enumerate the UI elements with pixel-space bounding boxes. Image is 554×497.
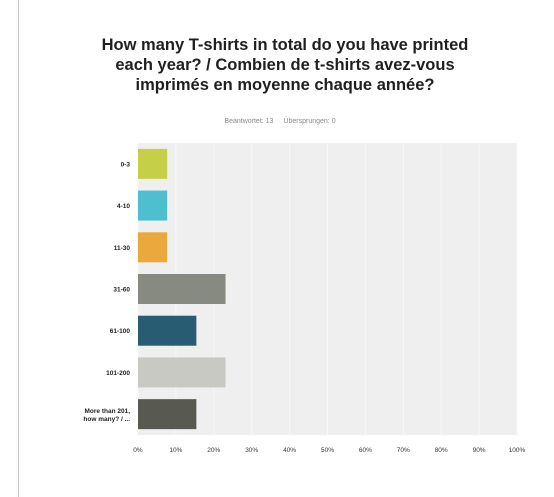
x-tick-label: 50% [321, 447, 334, 454]
category-label: 31-60 [113, 287, 130, 294]
x-tick-label: 20% [207, 447, 220, 454]
category-label: More than 201, how many? / ... [83, 408, 130, 423]
x-tick-label: 80% [435, 447, 448, 454]
category-label: 11-30 [114, 245, 131, 252]
answered-count: Beantwortet: 13 [224, 118, 274, 125]
x-tick-label: 0% [133, 447, 143, 454]
category-label: 101-200 [106, 370, 130, 377]
x-tick-label: 70% [397, 447, 410, 454]
frame-border [18, 0, 19, 497]
x-tick-label: 60% [359, 447, 372, 454]
chart-title: How many T-shirts in total do you have p… [101, 36, 469, 94]
bar [138, 232, 168, 263]
category-label: 61-100 [110, 328, 131, 335]
x-tick-label: 90% [473, 447, 486, 454]
response-meta: Beantwortet: 13 Übersprungen: 0 [190, 118, 370, 125]
x-tick-label: 100% [509, 447, 526, 454]
x-tick-label: 10% [169, 447, 182, 454]
skipped-count: Übersprungen: 0 [283, 118, 336, 125]
x-tick-label: 30% [245, 447, 258, 454]
bar [138, 190, 168, 221]
x-tick-label: 40% [283, 447, 296, 454]
category-label: 4-10 [117, 203, 130, 210]
category-label: 0-3 [121, 161, 131, 168]
bar [138, 274, 226, 304]
bar [138, 148, 168, 179]
bar [138, 357, 226, 388]
bar [138, 315, 197, 346]
bar [138, 399, 197, 430]
